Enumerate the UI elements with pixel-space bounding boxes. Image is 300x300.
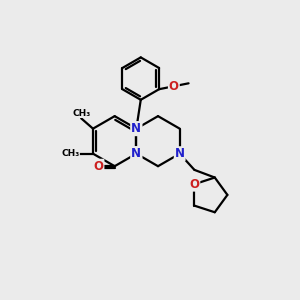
- Text: O: O: [189, 178, 200, 191]
- Text: CH₃: CH₃: [61, 149, 80, 158]
- Text: N: N: [131, 147, 141, 160]
- Text: CH₃: CH₃: [72, 109, 90, 118]
- Text: O: O: [94, 160, 103, 173]
- Text: N: N: [131, 122, 141, 135]
- Text: O: O: [169, 80, 179, 93]
- Text: N: N: [131, 147, 141, 160]
- Text: N: N: [175, 147, 185, 160]
- Text: N: N: [131, 122, 141, 135]
